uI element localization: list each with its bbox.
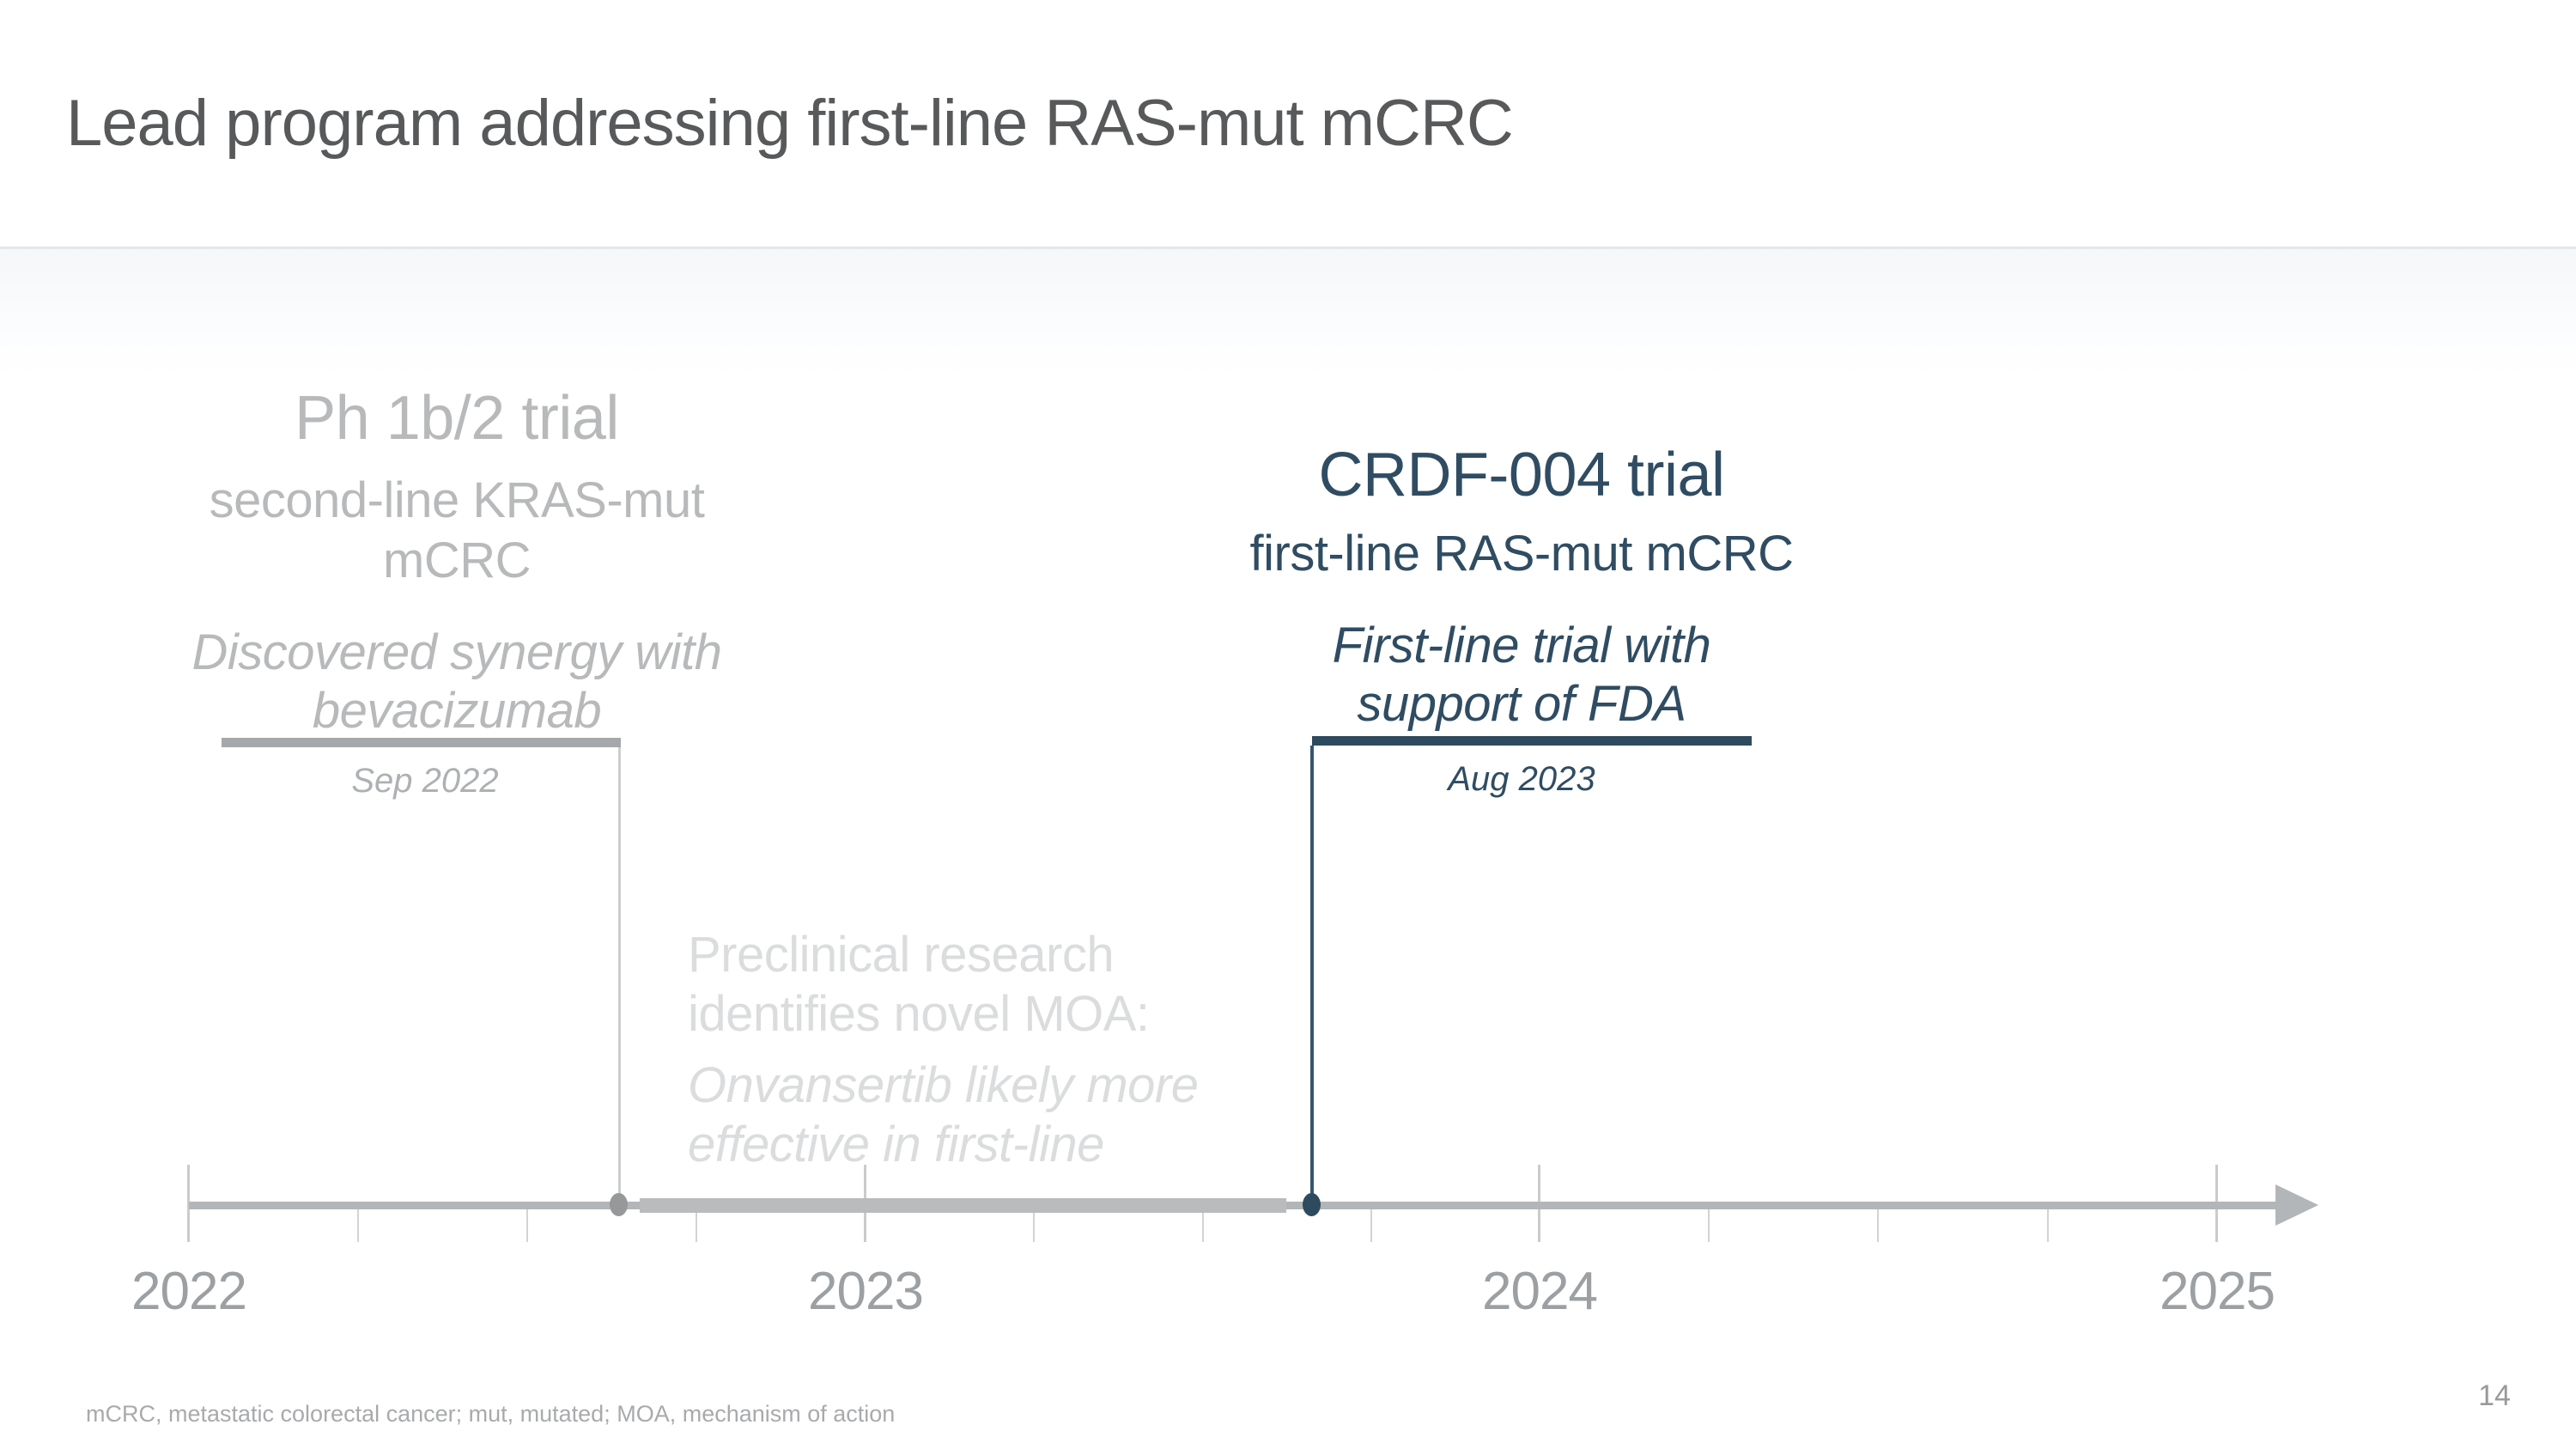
- preclinical-heading: Preclinical research identifies novel MO…: [688, 925, 1306, 1044]
- trial-block-current: CRDF-004 trial first-line RAS-mut mCRC F…: [1178, 441, 1865, 734]
- trial-population-past: second-line KRAS-mut mCRC: [113, 471, 800, 591]
- trial-note-current-line2: support of FDA: [1357, 676, 1686, 732]
- milestone-bar-current: [1312, 736, 1752, 746]
- trial-note-current: First-line trial with support of FDA: [1178, 617, 1865, 734]
- timeline-tick-quarter: [1708, 1206, 1710, 1242]
- timeline-active-segment: [640, 1198, 1286, 1213]
- timeline-tick-quarter: [2047, 1206, 2049, 1242]
- milestone-connector-past: [618, 747, 621, 1205]
- trial-note-past-line2: bevacizumab: [312, 683, 602, 739]
- trial-note-past-line1: Discovered synergy with: [191, 624, 722, 680]
- milestone-connector-current: [1310, 746, 1314, 1199]
- trial-population-past-line2: mCRC: [383, 533, 531, 588]
- preclinical-note-line2: effective in first-line: [688, 1117, 1104, 1172]
- timeline-tick-quarter: [1877, 1206, 1879, 1242]
- milestone-dot-current: [1303, 1193, 1321, 1216]
- footnote: mCRC, metastatic colorectal cancer; mut,…: [86, 1401, 896, 1427]
- trial-name-past: Ph 1b/2 trial: [295, 384, 619, 453]
- preclinical-note-line1: Onvansertib likely more: [688, 1057, 1199, 1113]
- timeline-arrowhead-icon: [2275, 1184, 2318, 1226]
- timeline-tick-quarter: [357, 1206, 359, 1242]
- timeline-tick-quarter: [696, 1206, 697, 1242]
- trial-population-current: first-line RAS-mut mCRC: [1249, 526, 1795, 581]
- preclinical-heading-line2: identifies novel MOA:: [688, 986, 1150, 1042]
- timeline-tick-year-2022: [187, 1165, 190, 1242]
- preclinical-note: Onvansertib likely more effective in fir…: [688, 1056, 1306, 1174]
- timeline-tick-quarter: [526, 1206, 528, 1242]
- page-number: 14: [2478, 1379, 2511, 1412]
- trial-note-past: Discovered synergy with bevacizumab: [113, 624, 800, 740]
- timeline-year-label-2024: 2024: [1482, 1262, 1598, 1321]
- milestone-date-past: Sep 2022: [351, 762, 499, 800]
- trial-population-past-line1: second-line KRAS-mut: [209, 472, 705, 528]
- timeline-year-label-2022: 2022: [131, 1262, 247, 1321]
- trial-name-current: CRDF-004 trial: [1318, 441, 1725, 509]
- timeline-tick-quarter: [1033, 1206, 1035, 1242]
- milestone-dot-past: [610, 1193, 628, 1216]
- timeline-year-label-2025: 2025: [2160, 1262, 2275, 1321]
- trial-note-current-line1: First-line trial with: [1332, 618, 1711, 673]
- header-divider-band: [0, 247, 2576, 378]
- timeline-tick-quarter: [1370, 1206, 1372, 1242]
- timeline-year-label-2023: 2023: [808, 1262, 924, 1321]
- milestone-date-current: Aug 2023: [1448, 760, 1595, 798]
- slide-title: Lead program addressing first-line RAS-m…: [66, 87, 1514, 160]
- timeline-tick-quarter: [1202, 1206, 1204, 1242]
- preclinical-heading-line1: Preclinical research: [688, 927, 1115, 983]
- preclinical-annotation: Preclinical research identifies novel MO…: [688, 925, 1306, 1174]
- milestone-bar-past: [222, 738, 621, 747]
- trial-block-past: Ph 1b/2 trial second-line KRAS-mut mCRC …: [113, 385, 800, 740]
